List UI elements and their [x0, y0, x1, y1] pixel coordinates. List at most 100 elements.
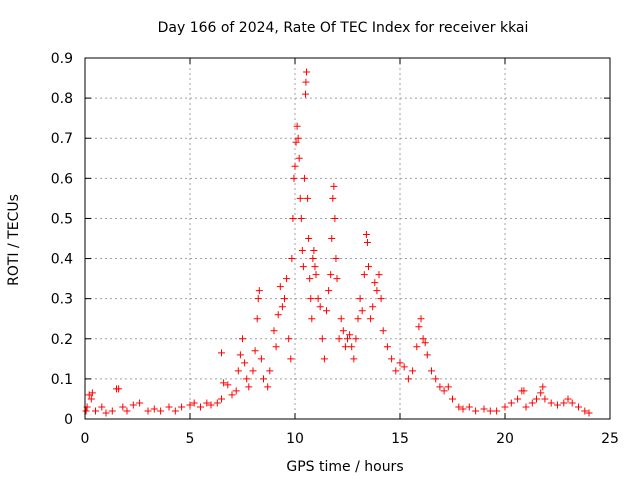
- data-point: [293, 122, 301, 130]
- data-point: [203, 399, 211, 407]
- data-point: [352, 335, 360, 343]
- x-tick-label: 15: [391, 431, 409, 447]
- data-point: [285, 335, 293, 343]
- data-point: [541, 395, 549, 403]
- data-point: [307, 295, 315, 303]
- data-point: [472, 407, 480, 415]
- data-point: [278, 303, 286, 311]
- data-point: [436, 383, 444, 391]
- data-point: [363, 239, 371, 247]
- data-point: [388, 355, 396, 363]
- data-point: [459, 405, 467, 413]
- data-point: [514, 395, 522, 403]
- data-point: [335, 335, 343, 343]
- data-point: [341, 343, 349, 351]
- y-tick-label: 0.1: [51, 372, 73, 388]
- data-point: [533, 395, 540, 403]
- data-point: [281, 295, 288, 303]
- data-point: [564, 395, 572, 403]
- data-point: [421, 339, 429, 347]
- data-point: [400, 363, 408, 371]
- data-point: [253, 315, 261, 323]
- data-point: [428, 367, 435, 375]
- data-point: [392, 367, 400, 375]
- data-point: [327, 271, 335, 279]
- data-point: [568, 399, 576, 407]
- data-point: [119, 403, 127, 411]
- data-point: [150, 405, 158, 413]
- data-point: [528, 399, 536, 407]
- data-point: [379, 327, 387, 335]
- data-point: [560, 399, 568, 407]
- data-point: [190, 399, 198, 407]
- data-point: [171, 407, 179, 415]
- data-point: [254, 295, 262, 303]
- data-point: [299, 263, 307, 271]
- data-point: [296, 194, 304, 202]
- data-point: [522, 403, 530, 411]
- data-point: [294, 134, 302, 142]
- data-point: [344, 335, 351, 343]
- data-point: [507, 399, 515, 407]
- data-point: [305, 235, 313, 242]
- y-tick-label: 0.8: [51, 91, 73, 107]
- data-point: [581, 407, 589, 415]
- data-point: [228, 391, 236, 399]
- data-point: [207, 401, 215, 409]
- data-point: [283, 275, 291, 283]
- data-point: [157, 407, 165, 415]
- data-point: [220, 379, 228, 387]
- data-point: [377, 295, 385, 303]
- data-point: [306, 275, 314, 283]
- y-tick-label: 0.9: [51, 51, 73, 67]
- data-point: [423, 351, 431, 359]
- x-tick-labels: 0 5 10 15 20 25: [81, 431, 619, 447]
- y-tick-label: 0.3: [51, 292, 73, 308]
- data-point: [82, 407, 90, 415]
- data-point: [547, 399, 555, 407]
- data-point: [249, 367, 257, 375]
- data-point: [371, 279, 379, 287]
- data-point: [314, 295, 322, 303]
- y-tick-label: 0.4: [51, 252, 73, 268]
- data-point: [287, 355, 295, 363]
- data-point: [197, 403, 204, 411]
- data-point: [333, 275, 341, 283]
- data-point: [373, 287, 381, 295]
- y-tick-label: 0.5: [51, 211, 73, 227]
- data-point: [289, 214, 297, 222]
- data-point: [337, 315, 345, 323]
- data-point: [369, 303, 377, 311]
- x-tick-label: 5: [186, 431, 195, 447]
- data-point: [270, 327, 278, 335]
- data-point: [493, 407, 501, 415]
- data-point: [87, 395, 95, 403]
- data-point: [276, 283, 284, 291]
- data-point: [330, 182, 338, 190]
- data-point: [309, 255, 317, 263]
- axis-ticks: [84, 57, 611, 420]
- data-point: [449, 395, 456, 403]
- data-point: [88, 389, 96, 397]
- data-point: [320, 355, 328, 363]
- data-point: [218, 349, 225, 357]
- data-point: [108, 407, 116, 415]
- y-tick-label: 0: [64, 412, 73, 428]
- data-point: [129, 401, 137, 409]
- data-point: [308, 315, 316, 323]
- data-point: [318, 335, 326, 343]
- data-point: [419, 335, 427, 343]
- data-point: [396, 359, 404, 367]
- data-point: [383, 343, 391, 351]
- data-point: [312, 271, 320, 279]
- data-point: [213, 399, 221, 407]
- data-point: [367, 315, 375, 323]
- data-point: [360, 271, 368, 279]
- data-point: [328, 235, 336, 242]
- data-point: [455, 403, 463, 411]
- data-points: [82, 68, 593, 417]
- data-point: [520, 387, 528, 395]
- data-point: [218, 395, 225, 403]
- data-point: [480, 405, 488, 413]
